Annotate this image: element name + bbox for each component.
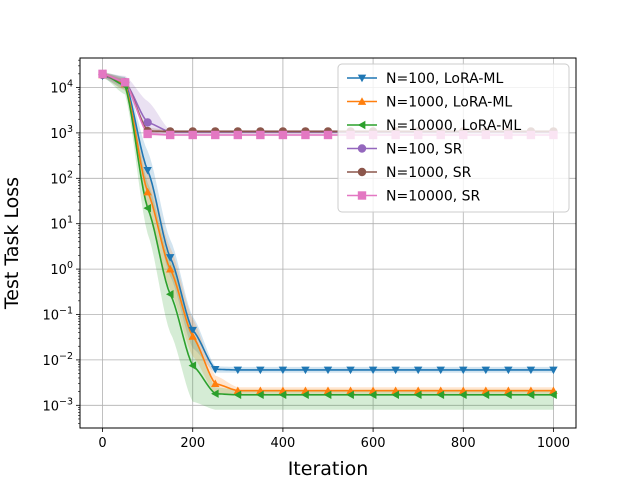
legend-marker [357,97,367,105]
legend-marker [357,74,367,83]
x-tick-label: 400 [270,436,295,451]
data-point [301,366,310,375]
data-point [143,118,152,127]
legend-label: N=10000, LoRA-ML [386,118,521,134]
legend-box [337,63,570,213]
data-point [143,166,152,175]
data-point [98,69,107,79]
legend-label: N=1000, SR [386,165,472,181]
data-point [323,390,332,400]
data-point [459,366,468,375]
data-point [436,390,445,400]
data-point [549,390,557,400]
data-point [211,379,220,387]
legend-label: N=100, SR [386,142,463,158]
data-point [481,366,491,375]
data-point [368,366,378,375]
legend-marker [357,167,367,177]
data-point [256,366,265,375]
y-axis-label: Test Task Loss [1,177,23,310]
data-point [278,130,288,140]
data-point [323,130,333,140]
legend-marker [357,120,366,130]
data-point [413,390,422,400]
data-point [211,130,220,140]
data-point [481,390,490,400]
data-point [526,366,536,375]
axes-frame [79,57,577,429]
data-point [413,366,423,375]
data-point [504,366,513,375]
x-tick-label: 600 [361,436,386,451]
data-point [188,130,197,140]
data-point [165,290,174,299]
data-point [301,390,309,400]
data-point [143,187,152,196]
data-point [143,203,151,213]
data-point [256,390,264,400]
data-point [165,130,175,140]
data-point [368,390,377,400]
data-point [188,361,197,370]
x-tick-label: 800 [451,436,476,451]
data-point [323,366,333,375]
data-point [346,390,354,400]
data-point [211,389,219,398]
data-point [526,390,535,400]
x-axis-ticks: 0 200 400 600 800 1000 [98,428,570,451]
data-point [549,366,558,375]
data-point [301,130,310,140]
data-point [211,365,220,374]
data-point [346,366,355,375]
x-axis-label: Iteration [288,458,369,480]
data-point [165,254,175,262]
legend-marker [357,191,367,200]
data-point [436,366,445,375]
data-point [165,264,175,273]
legend: N=100, LoRA-ML N=1000, LoRA-ML N=10000, Lo… [337,63,570,213]
data-point [459,390,467,400]
data-point [391,390,399,400]
legend-label: N=1000, LoRA-ML [386,95,512,111]
x-tick-label: 1000 [537,436,570,451]
legend-label: N=100, LoRA-ML [386,71,504,87]
data-point [188,332,197,340]
x-tick-label: 200 [180,436,205,451]
x-tick-label: 0 [98,436,106,451]
data-point [233,366,243,375]
legend-marker [357,144,367,153]
data-point [120,78,130,87]
data-point [233,390,242,400]
data-point [391,366,400,375]
data-point [256,130,265,140]
data-point [278,390,287,400]
data-point [143,129,152,139]
legend-label: N=10000, SR [386,189,481,205]
data-point [188,326,197,335]
data-point [278,366,288,375]
data-point [504,390,512,400]
data-point [233,130,243,140]
